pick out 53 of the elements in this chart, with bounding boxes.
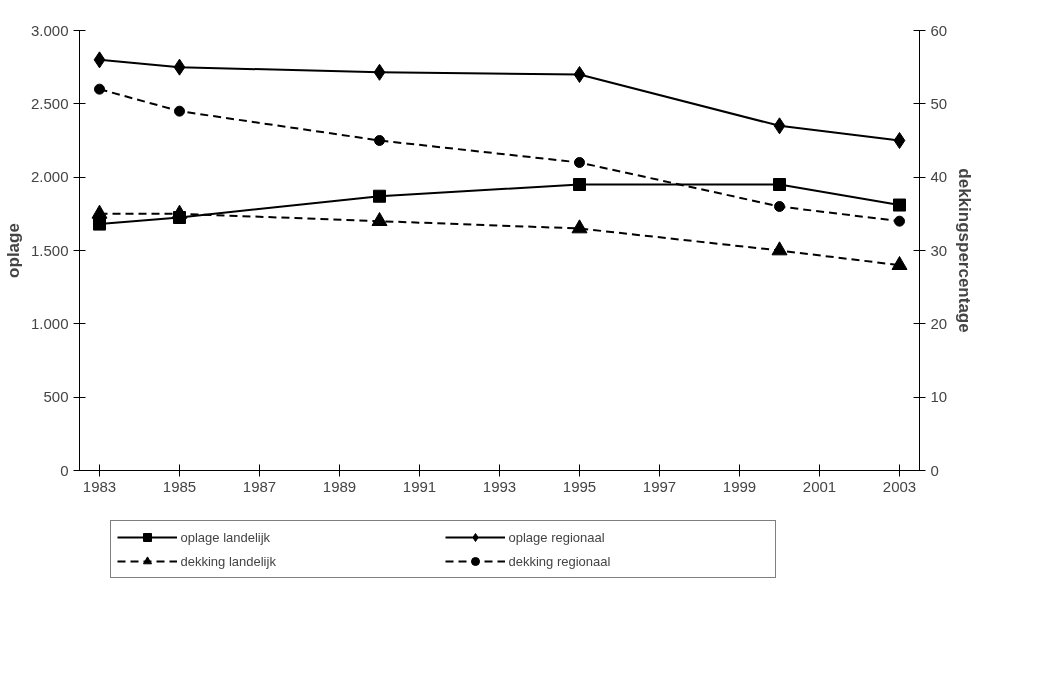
- point: [94, 83, 105, 95]
- y2-axis-title: dekkingspercentage: [955, 168, 975, 333]
- x-tick-label: 1997: [642, 477, 677, 495]
- x-tick-label: 1995: [562, 477, 597, 495]
- x-tick-label: 1999: [722, 477, 757, 495]
- point: [573, 178, 586, 191]
- x-tick-label: 1983: [82, 477, 117, 495]
- legend-label: dekking regionaal: [508, 553, 612, 569]
- point: [773, 117, 786, 135]
- point: [374, 135, 385, 146]
- y-tick-label: 500: [43, 388, 69, 406]
- point: [371, 212, 388, 226]
- x-tick-label: 2003: [882, 477, 917, 495]
- point: [893, 132, 906, 149]
- legend-label: oplage regionaal: [508, 529, 606, 545]
- legend-label: dekking landelijk: [180, 553, 277, 569]
- x-tick-label: 1993: [482, 477, 517, 495]
- point: [93, 217, 106, 231]
- point: [571, 219, 588, 234]
- point: [774, 201, 785, 212]
- y-tick-label: 2.500: [30, 94, 69, 112]
- x-tick-label: 1987: [242, 477, 277, 495]
- point: [173, 211, 186, 224]
- x-tick-label: 1991: [402, 477, 437, 495]
- point: [173, 58, 186, 76]
- point: [893, 198, 906, 212]
- point: [573, 66, 586, 83]
- y2-tick-label: 30: [930, 241, 948, 259]
- y2-tick-label: 60: [930, 21, 948, 39]
- y-tick-label: 1.000: [30, 314, 69, 332]
- x-tick-label: 2001: [802, 477, 837, 495]
- point: [574, 157, 585, 168]
- y-tick-label: 0: [60, 461, 69, 479]
- x-tick-label: 1989: [322, 477, 357, 495]
- y-tick-label: 1.500: [30, 241, 69, 259]
- point: [773, 178, 786, 191]
- y-tick-label: 3.000: [30, 21, 69, 39]
- point: [373, 189, 386, 203]
- y2-tick-label: 10: [930, 388, 948, 406]
- y2-tick-label: 0: [930, 461, 939, 479]
- point: [93, 51, 106, 69]
- y2-tick-label: 50: [930, 94, 948, 112]
- point: [891, 256, 908, 270]
- x-tick-label: 1985: [162, 477, 197, 495]
- y-axis-title: oplage: [3, 223, 23, 278]
- point: [771, 241, 788, 256]
- y2-tick-label: 20: [930, 314, 948, 332]
- y2-tick-label: 40: [930, 168, 948, 186]
- y-tick-label: 2.000: [30, 168, 69, 186]
- legend-label: oplage landelijk: [180, 529, 272, 545]
- point: [894, 215, 905, 227]
- point: [174, 105, 185, 117]
- point: [373, 63, 386, 81]
